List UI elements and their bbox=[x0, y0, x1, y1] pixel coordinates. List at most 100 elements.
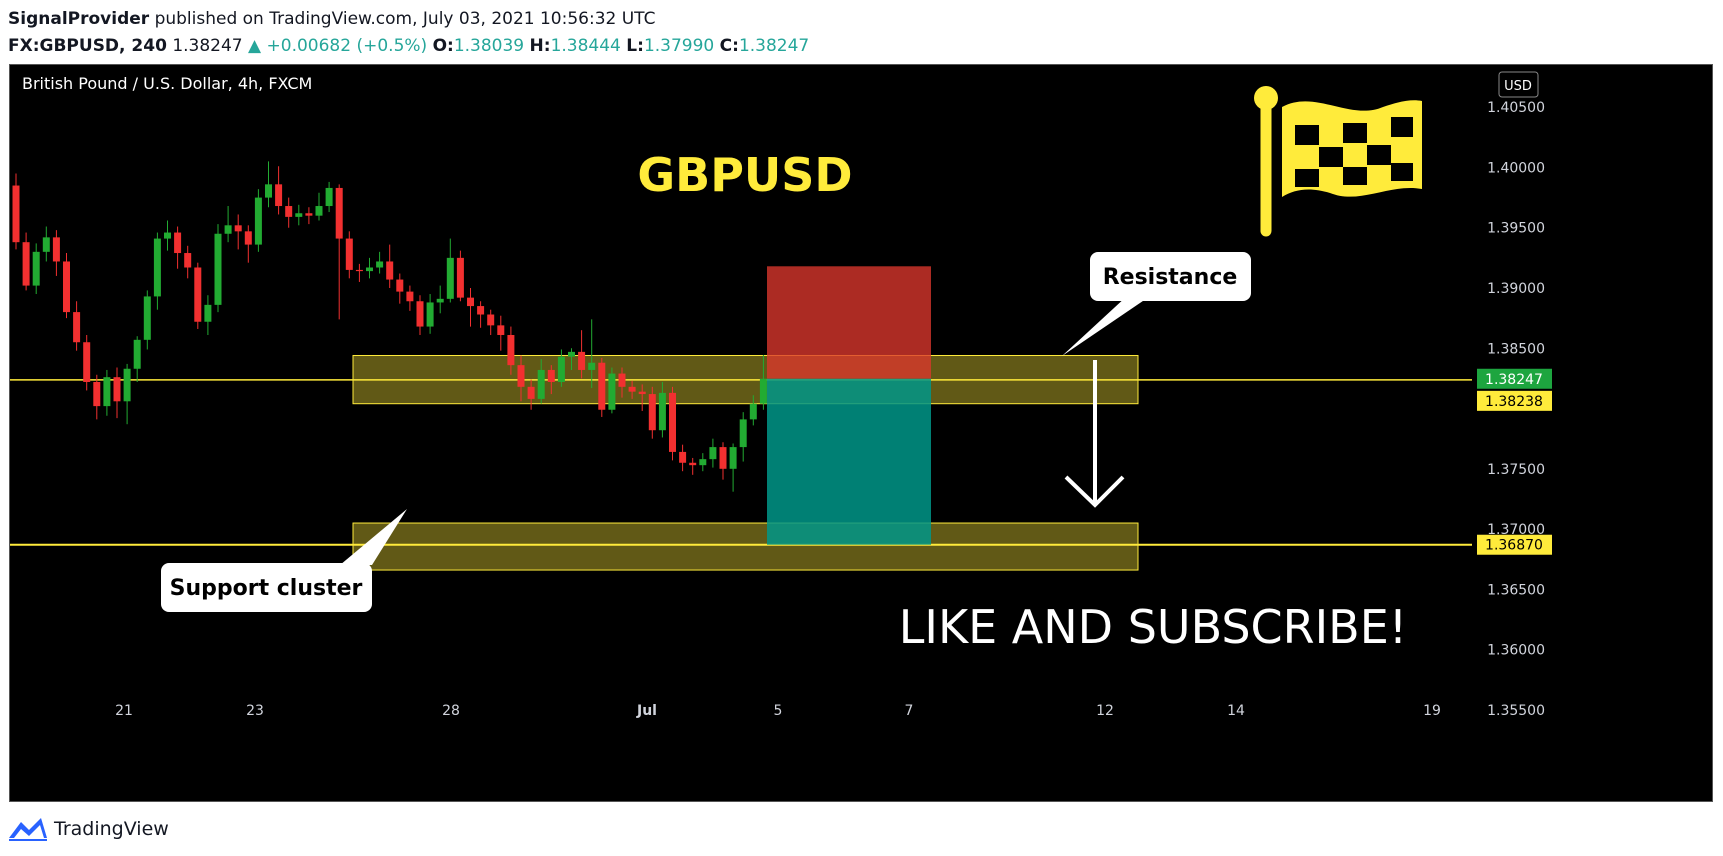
short-position-layer[interactable] bbox=[767, 266, 931, 545]
candle bbox=[507, 326, 515, 375]
candle bbox=[689, 457, 697, 475]
x-tick-label: 28 bbox=[442, 703, 460, 719]
support-label: Support cluster bbox=[170, 576, 363, 601]
candle bbox=[709, 438, 717, 468]
tradingview-footer[interactable]: TradingView bbox=[8, 816, 169, 842]
candle-body bbox=[153, 238, 161, 297]
chart-canvas[interactable]: Resistance Support cluster GBPUSD LIKE A… bbox=[10, 65, 1712, 801]
candle bbox=[608, 367, 616, 414]
horizontal-lines-layer bbox=[10, 379, 1472, 546]
candle-body bbox=[658, 392, 666, 431]
x-tick-label: 7 bbox=[905, 703, 914, 719]
candle bbox=[244, 225, 252, 263]
candle bbox=[547, 365, 555, 395]
price-label-box bbox=[1477, 534, 1552, 555]
resistance-label: Resistance bbox=[1103, 265, 1238, 290]
candle bbox=[436, 285, 444, 314]
x-tick-label: 5 bbox=[774, 703, 783, 719]
down-arrow-head bbox=[1064, 475, 1125, 508]
high-label: H: bbox=[529, 36, 551, 56]
candle bbox=[315, 192, 323, 221]
candle-body bbox=[628, 386, 636, 392]
y-tick-label: 1.40000 bbox=[1487, 160, 1545, 176]
candle bbox=[658, 382, 666, 438]
candle bbox=[103, 369, 111, 416]
flag-check-7 bbox=[1343, 167, 1367, 185]
y-tick-label: 1.39000 bbox=[1487, 281, 1545, 297]
currency-badge-label: USD bbox=[1504, 79, 1532, 94]
candle-body bbox=[345, 238, 353, 270]
candle bbox=[679, 444, 687, 472]
tradingview-brand: TradingView bbox=[54, 818, 169, 840]
price-label-text: 1.38247 bbox=[1485, 372, 1543, 388]
candle bbox=[265, 161, 272, 208]
take-profit-zone bbox=[767, 378, 931, 545]
price-label-box bbox=[1477, 390, 1552, 411]
candle-body bbox=[63, 261, 70, 313]
candle-body bbox=[123, 368, 131, 402]
candle-body bbox=[436, 298, 444, 303]
publish-header: SignalProvider published on TradingView.… bbox=[8, 6, 809, 60]
annotations-layer: Resistance Support cluster GBPUSD LIKE A… bbox=[161, 86, 1422, 654]
candle-body bbox=[386, 261, 394, 280]
low-label: L: bbox=[626, 36, 644, 56]
y-tick-label: 1.35500 bbox=[1487, 703, 1545, 719]
candle-body bbox=[416, 301, 424, 327]
support-callout[interactable]: Support cluster bbox=[161, 509, 407, 612]
chart-frame[interactable]: Resistance Support cluster GBPUSD LIKE A… bbox=[9, 64, 1713, 802]
price-label-text: 1.38238 bbox=[1485, 394, 1543, 410]
x-axis[interactable]: 21 23 28 Jul 5 7 12 14 19 bbox=[115, 703, 1441, 719]
candle bbox=[73, 301, 81, 351]
y-tick-label: 1.36500 bbox=[1487, 582, 1545, 598]
candle-body bbox=[295, 213, 303, 217]
publish-line: SignalProvider published on TradingView.… bbox=[8, 6, 809, 33]
flag-check-6 bbox=[1295, 169, 1319, 187]
candle bbox=[32, 243, 40, 295]
candle-body bbox=[507, 335, 515, 366]
quote-line: FX:GBPUSD, 240 1.38247 ▲ +0.00682 (+0.5%… bbox=[8, 33, 809, 60]
candle bbox=[234, 214, 242, 250]
y-axis[interactable]: 1.40500 1.40000 1.39500 1.39000 1.38500 1.375… bbox=[1477, 71, 1552, 719]
candle-body bbox=[305, 213, 313, 216]
candle-body bbox=[699, 459, 707, 466]
currency-badge[interactable]: USD bbox=[1498, 71, 1539, 98]
candle bbox=[719, 442, 727, 480]
candle bbox=[396, 273, 404, 304]
candle-body bbox=[759, 378, 767, 404]
candle bbox=[729, 443, 737, 492]
candle-body bbox=[568, 351, 575, 357]
candle-body bbox=[517, 365, 525, 387]
candle-body bbox=[366, 267, 373, 272]
candle-body bbox=[487, 314, 495, 326]
candle-body bbox=[234, 225, 242, 232]
x-tick-label: Jul bbox=[636, 703, 657, 719]
candle bbox=[376, 251, 384, 274]
candle-body bbox=[497, 325, 505, 335]
candle bbox=[12, 173, 20, 250]
publish-text: published on TradingView.com, July 03, 2… bbox=[154, 9, 656, 29]
y-tick-label: 1.36000 bbox=[1487, 643, 1545, 659]
last-price: 1.38247 bbox=[172, 36, 243, 56]
flag-check-4 bbox=[1319, 147, 1343, 167]
author-name[interactable]: SignalProvider bbox=[8, 9, 150, 29]
x-tick-label: 12 bbox=[1096, 703, 1114, 719]
flag-check-5 bbox=[1367, 145, 1391, 165]
y-tick-label: 1.38500 bbox=[1487, 341, 1545, 357]
candle-body bbox=[527, 386, 535, 399]
price-change: ▲ +0.00682 (+0.5%) bbox=[248, 36, 428, 56]
down-arrow[interactable] bbox=[1064, 360, 1125, 508]
candle bbox=[759, 355, 767, 410]
candles-layer bbox=[12, 161, 767, 492]
candle bbox=[83, 335, 91, 391]
candle bbox=[446, 238, 454, 303]
candle bbox=[42, 226, 50, 262]
resistance-callout[interactable]: Resistance bbox=[1062, 252, 1251, 356]
y-tick-label: 1.37500 bbox=[1487, 462, 1545, 478]
candle-body bbox=[648, 394, 656, 431]
candle-body bbox=[396, 279, 404, 292]
candle-body bbox=[265, 184, 272, 198]
candle-body bbox=[275, 184, 283, 207]
stop-loss-zone bbox=[767, 266, 931, 379]
y-tick-label: 1.40500 bbox=[1487, 100, 1545, 116]
x-tick-label: 19 bbox=[1423, 703, 1441, 719]
